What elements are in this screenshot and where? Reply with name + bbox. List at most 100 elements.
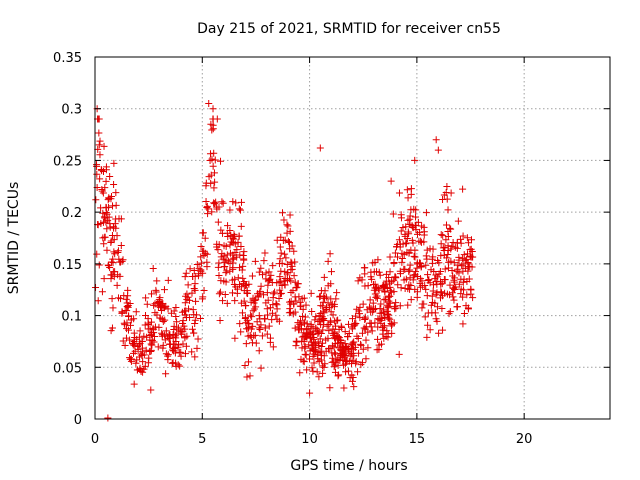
- data-point: [392, 299, 400, 307]
- data-point: [459, 293, 467, 301]
- data-point: [214, 263, 222, 271]
- data-point: [292, 284, 300, 292]
- data-point: [200, 286, 208, 294]
- data-point: [153, 277, 161, 285]
- data-point: [138, 337, 146, 345]
- data-point: [194, 272, 202, 280]
- data-point: [188, 289, 196, 297]
- data-point: [224, 222, 232, 230]
- data-point: [379, 324, 387, 332]
- data-point: [250, 299, 258, 307]
- data-point: [298, 344, 306, 352]
- data-point: [376, 271, 384, 279]
- data-point: [244, 319, 252, 327]
- data-point: [100, 240, 108, 248]
- data-point: [240, 248, 248, 256]
- data-point: [403, 186, 411, 194]
- data-point: [405, 230, 413, 238]
- data-point: [394, 253, 402, 261]
- data-point: [324, 299, 332, 307]
- data-point: [160, 286, 168, 294]
- data-point: [386, 315, 394, 323]
- data-point: [177, 348, 185, 356]
- data-point: [226, 206, 234, 214]
- data-point: [168, 359, 176, 367]
- y-tick-label: 0.1: [61, 310, 82, 325]
- data-point: [387, 319, 395, 327]
- data-point: [322, 347, 330, 355]
- data-point: [247, 311, 255, 319]
- data-point: [276, 243, 284, 251]
- data-point: [428, 292, 436, 300]
- data-point: [446, 224, 454, 232]
- data-point: [359, 359, 367, 367]
- data-point: [338, 323, 346, 331]
- data-point: [377, 300, 385, 308]
- data-point: [210, 184, 218, 192]
- data-point: [424, 271, 432, 279]
- data-point: [395, 236, 403, 244]
- data-point: [223, 299, 231, 307]
- data-point: [387, 287, 395, 295]
- data-point: [455, 253, 463, 261]
- data-point: [109, 202, 117, 210]
- data-point: [356, 303, 364, 311]
- data-point: [425, 276, 433, 284]
- data-point: [173, 318, 181, 326]
- data-point: [286, 211, 294, 219]
- data-point: [411, 268, 419, 276]
- data-point: [309, 367, 317, 375]
- data-point: [367, 319, 375, 327]
- data-point: [162, 302, 170, 310]
- data-point: [448, 267, 456, 275]
- data-point: [423, 246, 431, 254]
- data-point: [444, 242, 452, 250]
- data-point: [421, 282, 429, 290]
- data-point: [194, 335, 202, 343]
- data-point: [243, 373, 251, 381]
- data-point: [287, 266, 295, 274]
- data-point: [404, 194, 412, 202]
- data-point: [255, 324, 263, 332]
- data-point: [383, 301, 391, 309]
- data-point: [278, 259, 286, 267]
- data-point: [351, 343, 359, 351]
- data-point: [413, 260, 421, 268]
- data-point: [280, 216, 288, 224]
- data-point: [344, 367, 352, 375]
- data-point: [214, 246, 222, 254]
- x-tick-label: 15: [409, 432, 426, 447]
- data-point: [442, 188, 450, 196]
- data-point: [369, 299, 377, 307]
- data-point: [438, 289, 446, 297]
- data-point: [343, 357, 351, 365]
- data-point: [204, 205, 212, 213]
- data-point: [222, 278, 230, 286]
- data-point: [437, 288, 445, 296]
- data-point: [211, 200, 219, 208]
- data-point: [277, 267, 285, 275]
- data-point: [278, 209, 286, 217]
- data-point: [179, 327, 187, 335]
- data-point: [275, 295, 283, 303]
- data-point: [202, 198, 210, 206]
- data-point: [265, 322, 273, 330]
- data-point: [369, 281, 377, 289]
- data-point: [266, 334, 274, 342]
- data-point: [172, 304, 180, 312]
- data-point: [351, 319, 359, 327]
- data-point: [190, 329, 198, 337]
- data-point: [449, 284, 457, 292]
- data-point: [235, 205, 243, 213]
- data-point: [397, 227, 405, 235]
- data-point: [109, 223, 117, 231]
- data-point: [335, 334, 343, 342]
- data-point: [159, 317, 167, 325]
- data-point: [146, 336, 154, 344]
- data-point: [240, 277, 248, 285]
- data-point: [308, 307, 316, 315]
- data-point: [125, 312, 133, 320]
- data-point: [231, 334, 239, 342]
- data-point: [193, 344, 201, 352]
- data-point: [324, 257, 332, 265]
